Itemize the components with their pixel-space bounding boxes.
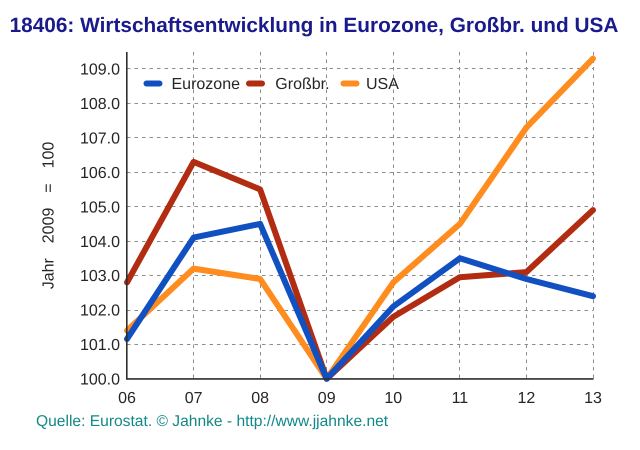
svg-text:09: 09 [318, 390, 336, 407]
svg-text:07: 07 [185, 390, 203, 407]
svg-text:106.0: 106.0 [80, 165, 120, 182]
svg-text:108.0: 108.0 [80, 96, 120, 113]
svg-text:Jahr 2009 = 100: Jahr 2009 = 100 [41, 142, 58, 290]
svg-text:104.0: 104.0 [80, 234, 120, 251]
svg-text:18406: Wirtschaftsentwicklung: 18406: Wirtschaftsentwicklung in Eurozon… [10, 14, 619, 37]
svg-text:109.0: 109.0 [80, 62, 120, 79]
svg-text:10: 10 [384, 390, 402, 407]
svg-text:Großbr.: Großbr. [275, 76, 329, 93]
svg-text:06: 06 [118, 390, 136, 407]
svg-text:12: 12 [518, 390, 536, 407]
svg-text:101.0: 101.0 [80, 337, 120, 354]
svg-text:Eurozone: Eurozone [172, 76, 241, 93]
svg-text:Quelle: Eurostat. © Jahnke - h: Quelle: Eurostat. © Jahnke - http://www.… [36, 413, 389, 430]
svg-text:11: 11 [452, 390, 469, 407]
svg-text:105.0: 105.0 [80, 199, 120, 216]
svg-text:USA: USA [366, 76, 399, 93]
svg-text:100.0: 100.0 [80, 372, 120, 389]
svg-text:08: 08 [251, 390, 269, 407]
svg-text:102.0: 102.0 [80, 303, 120, 320]
svg-text:107.0: 107.0 [80, 131, 120, 148]
svg-text:13: 13 [584, 390, 602, 407]
svg-text:103.0: 103.0 [80, 268, 120, 285]
